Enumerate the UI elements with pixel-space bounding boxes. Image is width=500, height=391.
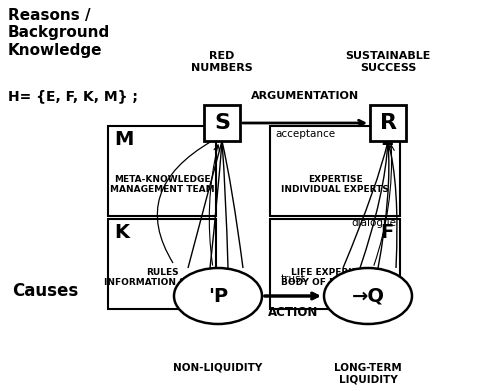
Text: LONG-TERM
LIQUIDITY: LONG-TERM LIQUIDITY	[334, 363, 402, 385]
Bar	[370, 105, 406, 141]
Text: K: K	[114, 223, 129, 242]
Ellipse shape	[174, 268, 262, 324]
Text: Reasons /
Background
Knowledge: Reasons / Background Knowledge	[8, 8, 110, 58]
Text: acceptance: acceptance	[275, 129, 335, 139]
Text: NON-LIQUIDITY: NON-LIQUIDITY	[174, 363, 262, 373]
Text: RED
NUMBERS: RED NUMBERS	[191, 51, 253, 73]
Bar	[108, 219, 216, 309]
Text: F: F	[381, 223, 394, 242]
Bar	[108, 126, 216, 216]
Text: H= {E, F, K, M} ;: H= {E, F, K, M} ;	[8, 89, 138, 103]
Text: E: E	[381, 130, 394, 149]
Text: META-KNOWLEDGE
MANAGEMENT TEAM: META-KNOWLEDGE MANAGEMENT TEAM	[110, 175, 214, 194]
Text: Causes: Causes	[12, 282, 78, 300]
Text: RULES
INFORMATION SYSTEM: RULES INFORMATION SYSTEM	[104, 267, 220, 287]
Text: SUSTAINABLE
SUCCESS: SUSTAINABLE SUCCESS	[346, 51, 430, 73]
Text: →Q: →Q	[352, 287, 384, 305]
Bar	[204, 105, 240, 141]
Text: trust: trust	[280, 274, 305, 284]
Ellipse shape	[324, 268, 412, 324]
Bar	[270, 219, 400, 309]
Text: dialogue: dialogue	[351, 218, 396, 228]
Bar	[270, 126, 400, 216]
Text: S: S	[214, 113, 230, 133]
Text: EXPERTISE
INDIVIDUAL EXPERTS: EXPERTISE INDIVIDUAL EXPERTS	[281, 175, 389, 194]
Text: ACTION: ACTION	[268, 306, 318, 319]
Text: M: M	[114, 130, 134, 149]
Text: ARGUMENTATION: ARGUMENTATION	[251, 91, 359, 101]
Text: LIFE EXPERIENCE
BODY OF EMPLOYEES: LIFE EXPERIENCE BODY OF EMPLOYEES	[281, 267, 389, 287]
Text: 'P: 'P	[208, 287, 228, 305]
Text: R: R	[380, 113, 396, 133]
